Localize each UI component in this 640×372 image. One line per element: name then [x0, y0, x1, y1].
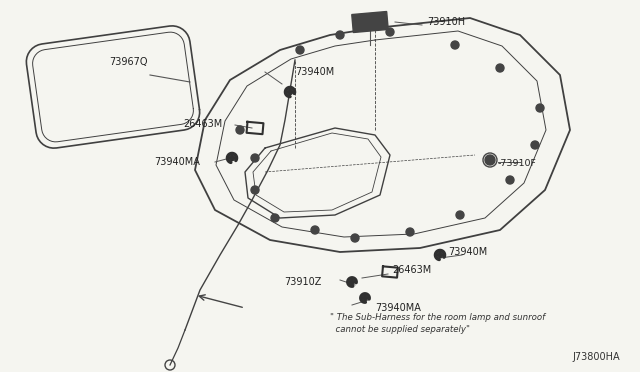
- Text: " The Sub-Harness for the room lamp and sunroof: " The Sub-Harness for the room lamp and …: [330, 314, 545, 323]
- Circle shape: [485, 155, 495, 165]
- Circle shape: [287, 89, 292, 94]
- Text: 73940MA: 73940MA: [375, 303, 421, 313]
- Circle shape: [456, 211, 464, 219]
- Circle shape: [271, 214, 279, 222]
- Circle shape: [251, 186, 259, 194]
- Text: -73910F: -73910F: [498, 158, 537, 167]
- Circle shape: [351, 234, 359, 242]
- Polygon shape: [352, 12, 388, 32]
- Circle shape: [229, 155, 235, 161]
- Text: J73800HA: J73800HA: [572, 352, 620, 362]
- Text: 73910H: 73910H: [427, 17, 465, 27]
- Text: cannot be supplied separately": cannot be supplied separately": [330, 326, 470, 334]
- Circle shape: [336, 31, 344, 39]
- Text: 26463M: 26463M: [392, 265, 431, 275]
- Circle shape: [386, 28, 394, 36]
- Circle shape: [236, 126, 244, 134]
- Circle shape: [496, 64, 504, 72]
- Circle shape: [349, 280, 355, 285]
- Circle shape: [251, 154, 259, 162]
- Text: 26463M: 26463M: [183, 119, 222, 129]
- Circle shape: [437, 252, 443, 257]
- Text: 73967Q: 73967Q: [109, 57, 147, 67]
- Text: 73940M: 73940M: [448, 247, 487, 257]
- Circle shape: [363, 296, 367, 301]
- Circle shape: [406, 228, 414, 236]
- Circle shape: [506, 176, 514, 184]
- Circle shape: [531, 141, 539, 149]
- Circle shape: [296, 46, 304, 54]
- Circle shape: [536, 104, 544, 112]
- Text: 73910Z: 73910Z: [285, 277, 322, 287]
- Text: 73940MA: 73940MA: [154, 157, 200, 167]
- Circle shape: [311, 226, 319, 234]
- Circle shape: [451, 41, 459, 49]
- Text: 73940M: 73940M: [295, 67, 334, 77]
